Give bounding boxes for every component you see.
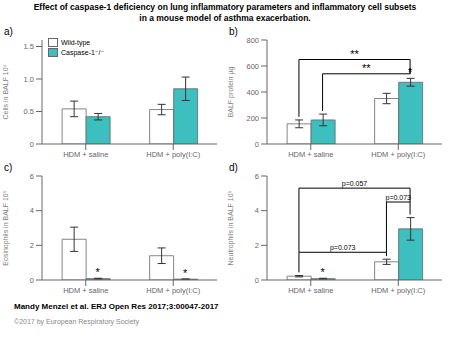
svg-text:p=0.073: p=0.073	[330, 244, 356, 252]
html-text:©2017 by European Respiratory: ©2017 by European Respiratory Society	[14, 318, 139, 325]
html-text:c): c)	[4, 162, 13, 173]
svg-text:**: **	[362, 62, 371, 74]
svg-text:4: 4	[255, 206, 259, 215]
html-text:Caspase-1⁻/⁻: Caspase-1⁻/⁻	[61, 49, 105, 56]
svg-text:p=0.057: p=0.057	[342, 180, 368, 188]
svg-text:0: 0	[30, 276, 34, 285]
html-text:Effect of caspase-1 deficiency: Effect of caspase-1 deficiency on lung i…	[33, 2, 417, 23]
svg-text:600: 600	[246, 62, 259, 71]
svg-text:HDM + saline: HDM + saline	[288, 150, 333, 159]
svg-text:p=0.073: p=0.073	[386, 194, 412, 202]
svg-text:0.5: 0.5	[24, 107, 34, 116]
svg-text:2: 2	[30, 241, 34, 250]
svg-text:HDM + saline: HDM + saline	[288, 286, 333, 295]
html-text:b): b)	[229, 26, 238, 37]
svg-text:HDM + saline: HDM + saline	[63, 150, 108, 159]
svg-text:*: *	[320, 266, 325, 278]
svg-text:HDM + poly(I:C): HDM + poly(I:C)	[146, 150, 200, 159]
svg-text:BALF protein µg: BALF protein µg	[227, 67, 235, 118]
svg-text:0: 0	[255, 276, 259, 285]
svg-text:**: **	[350, 48, 359, 60]
svg-text:6: 6	[255, 172, 259, 181]
svg-text:*: *	[408, 66, 413, 78]
svg-text:HDM + poly(I:C): HDM + poly(I:C)	[146, 286, 200, 295]
svg-text:2: 2	[255, 241, 259, 250]
svg-text:0: 0	[30, 140, 34, 149]
svg-text:*: *	[95, 266, 100, 278]
svg-text:*: *	[183, 267, 188, 279]
svg-text:6: 6	[30, 172, 34, 181]
svg-text:HDM + poly(I:C): HDM + poly(I:C)	[371, 286, 425, 295]
html-text:Wild-type: Wild-type	[61, 39, 91, 46]
svg-text:0: 0	[255, 140, 259, 149]
svg-text:Neutrophils in BALF 10⁵: Neutrophils in BALF 10⁵	[227, 190, 235, 265]
svg-text:4: 4	[30, 206, 34, 215]
html-text:d): d)	[229, 162, 238, 173]
html-text:Mandy Menzel et al. ERJ Open R: Mandy Menzel et al. ERJ Open Res 2017;3:…	[14, 302, 219, 311]
svg-text:HDM + saline: HDM + saline	[63, 286, 108, 295]
svg-text:800: 800	[246, 36, 259, 45]
html-text:a): a)	[4, 26, 13, 37]
svg-text:Eosinophils in BALF 10⁵: Eosinophils in BALF 10⁵	[8, 190, 10, 265]
svg-text:200: 200	[246, 114, 259, 123]
svg-text:Cells in BALF 10⁶: Cells in BALF 10⁶	[8, 64, 9, 119]
svg-text:1.5: 1.5	[24, 42, 34, 51]
svg-text:1.0: 1.0	[24, 75, 34, 84]
svg-text:400: 400	[246, 88, 259, 97]
svg-text:HDM + poly(I:C): HDM + poly(I:C)	[371, 150, 425, 159]
